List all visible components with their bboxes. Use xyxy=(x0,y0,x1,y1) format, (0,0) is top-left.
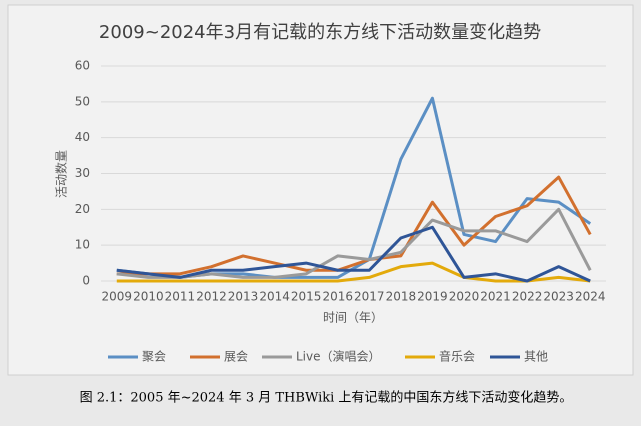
legend-label: 展会 xyxy=(224,350,248,364)
y-tick-label: 50 xyxy=(75,94,90,108)
x-tick-label: 2020 xyxy=(449,290,480,304)
x-axis-label: 时间（年） xyxy=(323,311,383,325)
x-tick-label: 2023 xyxy=(543,290,574,304)
y-axis-label: 活动数量 xyxy=(54,150,69,198)
x-tick-label: 2017 xyxy=(354,290,385,304)
legend-label: 其他 xyxy=(524,350,548,364)
series-line xyxy=(116,225,591,283)
y-tick-label: 60 xyxy=(75,59,90,73)
series-line xyxy=(116,261,591,283)
legend-label: 聚会 xyxy=(142,350,166,364)
chart-frame xyxy=(7,4,634,376)
x-tick-label: 2019 xyxy=(417,290,448,304)
x-tick-label: 2014 xyxy=(259,290,290,304)
x-tick-label: 2013 xyxy=(228,290,259,304)
x-tick-label: 2009 xyxy=(102,290,133,304)
series-line xyxy=(116,175,592,276)
legend-label: Live（演唱会） xyxy=(296,349,381,364)
x-tick-label: 2010 xyxy=(133,290,164,304)
y-tick-label: 40 xyxy=(75,130,90,144)
x-tick-label: 2024 xyxy=(575,290,606,304)
y-tick-label: 20 xyxy=(75,202,90,216)
x-tick-label: 2022 xyxy=(512,290,543,304)
legend-label: 音乐会 xyxy=(439,349,475,364)
x-tick-label: 2015 xyxy=(291,290,322,304)
x-tick-label: 2012 xyxy=(196,290,227,304)
y-tick-label: 10 xyxy=(75,238,90,252)
x-tick-label: 2011 xyxy=(165,290,196,304)
x-tick-label: 2016 xyxy=(322,290,353,304)
chart-title: 2009~2024年3月有记载的东方线下活动数量变化趋势 xyxy=(99,22,541,43)
x-tick-label: 2021 xyxy=(480,290,511,304)
y-tick-label: 0 xyxy=(82,274,90,288)
caption: 图 2.1：2005 年~2024 年 3 月 THBWiki 上有记载的中国东… xyxy=(80,390,573,406)
series-line xyxy=(116,207,592,279)
x-tick-label: 2018 xyxy=(386,290,417,304)
y-tick-label: 30 xyxy=(75,166,90,180)
